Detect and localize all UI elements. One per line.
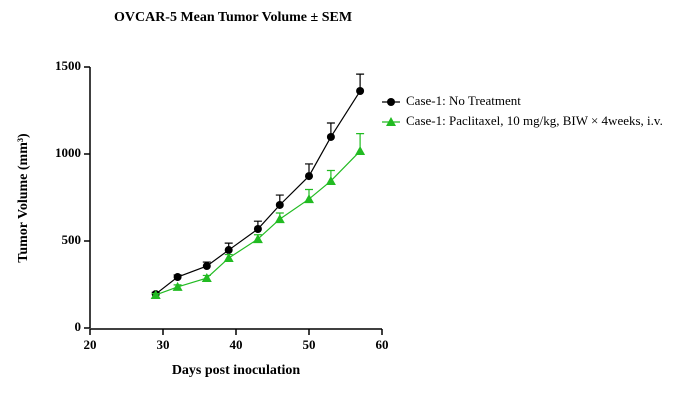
marker [326, 132, 335, 141]
marker [253, 224, 262, 233]
legend-label: Case-1: Paclitaxel, 10 mg/kg, BIW × 4wee… [406, 113, 663, 128]
marker [252, 234, 263, 244]
series-line [155, 90, 361, 295]
y-tick-label: 0 [75, 319, 82, 334]
x-axis-label: Days post inoculation [172, 363, 301, 378]
marker [274, 214, 285, 224]
y-tick-label: 1500 [55, 58, 81, 73]
y-axis-label: Tumor Volume (mm³) [16, 133, 31, 263]
marker [275, 200, 284, 209]
x-tick-label: 30 [157, 337, 170, 352]
marker [305, 172, 313, 181]
marker [356, 87, 365, 96]
legend-marker [386, 117, 396, 126]
marker [173, 273, 182, 282]
legend-label: Case-1: No Treatment [406, 93, 521, 108]
marker [355, 146, 366, 156]
y-tick-label: 1000 [55, 145, 81, 160]
x-tick-label: 50 [303, 337, 316, 352]
marker [150, 289, 161, 299]
marker [304, 194, 314, 204]
y-tick-label: 500 [62, 232, 82, 247]
x-tick-label: 60 [376, 337, 389, 352]
legend-marker [387, 98, 395, 106]
marker [201, 273, 212, 283]
marker [325, 175, 336, 185]
x-tick-label: 20 [84, 337, 97, 352]
x-tick-label: 40 [230, 337, 243, 352]
chart-title: OVCAR-5 Mean Tumor Volume ± SEM [114, 10, 352, 25]
marker [224, 246, 233, 255]
marker [172, 281, 183, 291]
marker [202, 262, 211, 271]
marker [223, 253, 234, 263]
